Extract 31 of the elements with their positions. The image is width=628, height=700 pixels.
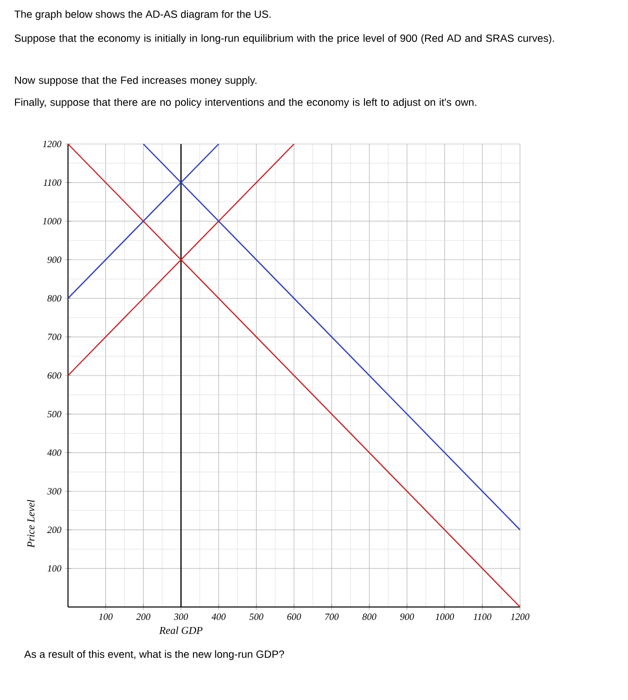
x-tick-label: 200 bbox=[136, 614, 150, 620]
y-tick-label: 800 bbox=[47, 295, 62, 302]
x-tick-label: 100 bbox=[98, 614, 113, 620]
y-tick-label: 1000 bbox=[42, 218, 62, 224]
chart-title: The graph below shows the AD-AS diagram for the US. bbox=[14, 10, 271, 20]
y-tick-label: 1200 bbox=[42, 140, 62, 148]
text: As a result of this event, what is the new long-run GDP? bbox=[24, 650, 284, 660]
text: Finally, suppose that there are no policy interventions and the economy is left to adjust on it's own. bbox=[15, 98, 476, 108]
x-tick-label: 700 bbox=[325, 614, 339, 620]
text: Now suppose that the Fed increases money supply. bbox=[15, 76, 256, 86]
y-tick-label: 200 bbox=[47, 526, 62, 534]
y-tick-label: 400 bbox=[47, 449, 62, 456]
y-tick-label: 600 bbox=[48, 372, 62, 379]
x-tick-label: 1200 bbox=[510, 614, 530, 620]
x-tick-label: 900 bbox=[400, 614, 414, 620]
text: Suppose that the economy is initially in long-run equilibrium with the price level of 900 (Red AD and SRAS curves). bbox=[14, 34, 554, 44]
y-tick-label: 900 bbox=[48, 256, 62, 263]
x-tick-label: 1000 bbox=[436, 614, 454, 620]
y-axis-title: Price Level bbox=[27, 500, 34, 548]
y-tick-label: 700 bbox=[48, 334, 62, 340]
x-tick-label: 500 bbox=[249, 614, 264, 620]
y-tick-label: 1100 bbox=[44, 179, 62, 186]
x-axis-title: Real GDP bbox=[159, 626, 202, 634]
y-tick-label: 500 bbox=[47, 410, 62, 418]
x-tick-label: 1100 bbox=[474, 614, 492, 620]
x-tick-label: 600 bbox=[287, 614, 302, 620]
x-tick-label: 800 bbox=[362, 614, 376, 620]
y-tick-label: 300 bbox=[47, 488, 62, 494]
x-tick-label: 400 bbox=[212, 614, 226, 620]
y-tick-label: 100 bbox=[48, 565, 62, 572]
x-tick-label: 300 bbox=[174, 614, 188, 620]
